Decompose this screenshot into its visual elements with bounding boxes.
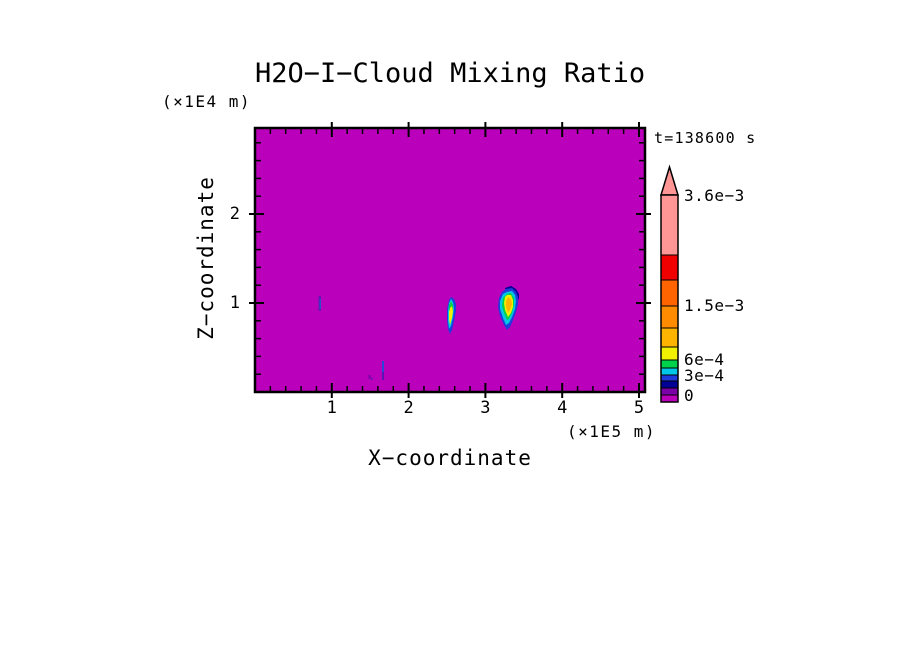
x-tick-label: 5 — [633, 398, 645, 418]
colorbar-tick-label: 6e−4 — [684, 350, 725, 369]
colorbar-band — [660, 327, 679, 348]
cloud-speck — [368, 375, 371, 379]
colorbar-tick-label: 0 — [684, 386, 695, 405]
plot-frame — [253, 126, 647, 394]
colorbar-tick-label: 3e−4 — [684, 366, 725, 385]
plot-area — [243, 116, 657, 404]
colorbar-tick-label: 1.5e−3 — [684, 296, 745, 315]
z-tick-label: 2 — [229, 204, 240, 224]
time-annotation: t=138600 s — [654, 129, 757, 147]
colorbar-band — [660, 367, 679, 376]
z-axis-units-label: (×1E4 m) — [162, 92, 252, 111]
colorbar-band — [660, 374, 679, 382]
colorbar-band — [660, 194, 679, 256]
colorbar — [655, 162, 685, 407]
plot-title: H2O−I−Cloud Mixing Ratio — [255, 58, 646, 89]
x-tick-label: 1 — [326, 398, 337, 418]
z-tick-label: 1 — [229, 293, 240, 313]
colorbar-outline — [660, 194, 679, 403]
colorbar-band — [660, 394, 679, 403]
left-cloud-contour — [449, 306, 453, 325]
x-axis-units-label: (×1E5 m) — [566, 422, 656, 441]
right-cloud-contour — [506, 297, 512, 313]
x-tick-label: 3 — [480, 398, 491, 418]
x-axis-title: X−coordinate — [368, 446, 532, 470]
plot-svg — [249, 122, 651, 398]
cloud-speck — [319, 299, 321, 309]
colorbar-band — [660, 305, 679, 329]
colorbar-band — [660, 279, 679, 307]
colorbar-band — [660, 387, 679, 396]
cloud-speck — [371, 377, 373, 380]
x-tick-label: 2 — [403, 398, 414, 418]
z-axis-title: Z−coordinate — [194, 176, 218, 340]
colorbar-band — [660, 346, 679, 361]
cloud-speck — [382, 372, 384, 380]
colorbar-band — [660, 380, 679, 389]
colorbar-arrow — [659, 164, 680, 196]
colorbar-band — [660, 254, 679, 281]
colorbar-band — [660, 359, 679, 369]
cloud-speck — [382, 361, 384, 373]
colorbar-tick-label: 3.6e−3 — [684, 186, 745, 205]
colorbar-svg — [659, 164, 680, 403]
x-tick-label: 4 — [557, 398, 568, 418]
